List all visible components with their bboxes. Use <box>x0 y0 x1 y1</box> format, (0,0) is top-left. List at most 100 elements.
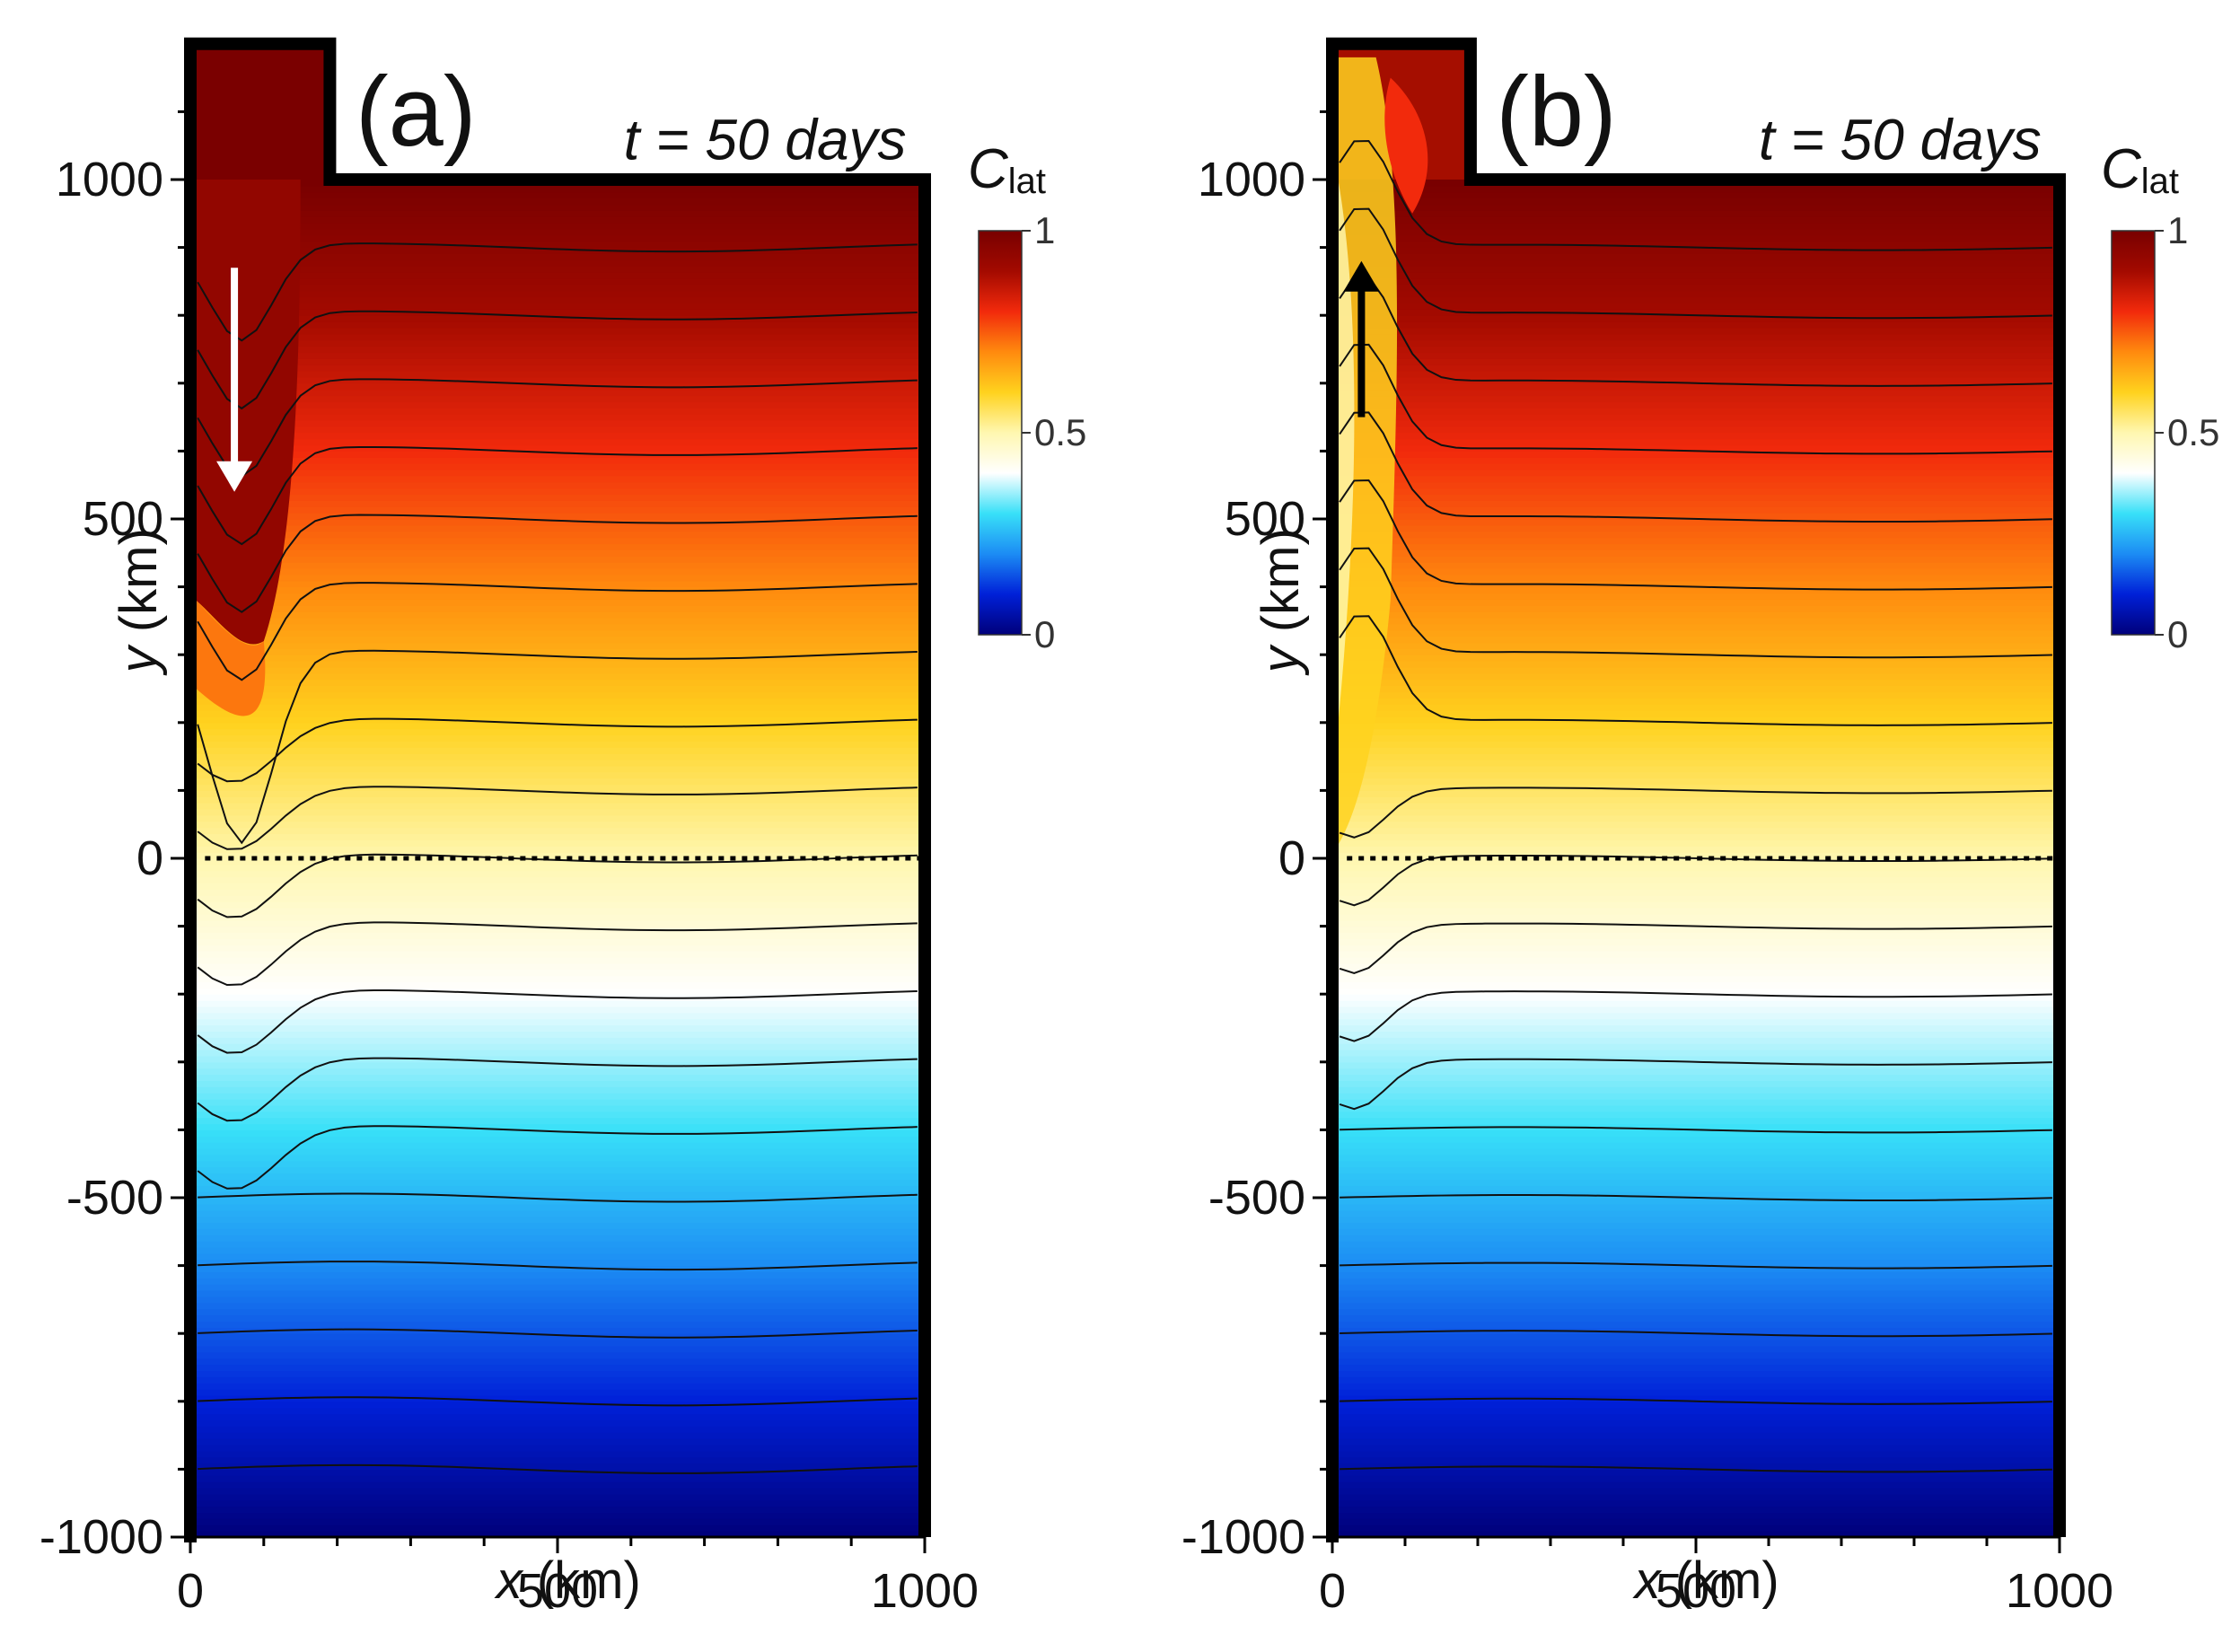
field-band <box>1332 1111 2060 1119</box>
field-band <box>190 629 925 637</box>
field-band <box>1332 513 2060 520</box>
field-band <box>1332 1123 2060 1130</box>
field-band <box>1332 846 2060 853</box>
field-band <box>1332 672 2060 681</box>
panel-label: (b) <box>1496 57 1616 167</box>
field-band <box>1332 1413 2060 1421</box>
field-band <box>1332 315 2060 322</box>
x-tick-label: 500 <box>517 1564 598 1618</box>
field-band <box>1332 969 2060 977</box>
colorbar-tick-label: 0 <box>2167 613 2188 655</box>
colorbar-tick-label: 0.5 <box>1034 411 1086 453</box>
field-band <box>190 642 925 649</box>
field-band <box>190 1222 925 1229</box>
field-band <box>1332 1271 2060 1279</box>
field-band <box>1332 1086 2060 1094</box>
field-band <box>190 1006 925 1014</box>
colorbar <box>978 230 1023 636</box>
field-band <box>190 599 925 606</box>
field-band <box>1332 543 2060 550</box>
field-band <box>1332 420 2060 427</box>
field-band <box>190 747 925 754</box>
field-band <box>1332 821 2060 829</box>
field-band <box>1332 593 2060 600</box>
field-band <box>1332 1235 2060 1242</box>
field-band <box>190 1438 925 1446</box>
contour-line <box>197 786 918 850</box>
colorbar-var: C <box>968 138 1009 200</box>
x-axis-title: x (km) <box>1632 1551 1779 1610</box>
x-tick-label: 1000 <box>871 1564 979 1618</box>
field-band <box>1332 1018 2060 1026</box>
field-band <box>1332 1284 2060 1291</box>
field-band <box>190 969 925 977</box>
field-band <box>1332 895 2060 902</box>
contour-line <box>1339 479 2052 591</box>
y-tick-label: 0 <box>1278 831 1305 885</box>
field-band <box>1332 784 2060 791</box>
field-band <box>190 1376 925 1384</box>
field-band <box>190 1314 925 1322</box>
field-band <box>1332 839 2060 847</box>
field-band <box>190 556 925 563</box>
field-band <box>190 531 925 539</box>
field-band <box>190 765 925 773</box>
field-band <box>190 932 925 939</box>
time-label: t = 50 days <box>624 107 907 171</box>
field-band <box>190 1179 925 1186</box>
field-band <box>190 519 925 526</box>
field-band <box>1332 661 2060 668</box>
field-band <box>190 833 925 840</box>
field-band <box>190 1086 925 1094</box>
field-band <box>1332 883 2060 890</box>
field-band <box>190 266 925 273</box>
field-band <box>1332 1099 2060 1106</box>
field-band <box>1332 1191 2060 1199</box>
field-band <box>190 1340 925 1347</box>
field-band <box>190 296 925 304</box>
field-band <box>1332 1531 2060 1538</box>
field-band <box>1332 901 2060 909</box>
x-axis-unit: (km) <box>1661 1551 1779 1610</box>
contour-line <box>197 717 918 783</box>
field-band <box>1332 827 2060 835</box>
field-band <box>1332 803 2060 810</box>
field-band <box>190 1450 925 1458</box>
field-b <box>1332 43 2060 1538</box>
field-band <box>190 241 925 249</box>
field-band <box>190 938 925 945</box>
field-band <box>1332 223 2060 230</box>
domain-boundary <box>184 37 931 1542</box>
contour-line <box>197 582 918 681</box>
field-band <box>1332 1000 2060 1007</box>
field-band <box>1332 1198 2060 1205</box>
field-band <box>1332 1370 2060 1377</box>
field-band <box>1332 567 2060 576</box>
contour-line <box>1339 615 2052 726</box>
field-band <box>1332 1148 2060 1156</box>
field-band <box>1332 1166 2060 1174</box>
field-band <box>190 901 925 909</box>
field-band <box>1332 1302 2060 1310</box>
field-band <box>190 451 925 458</box>
field-band <box>190 796 925 804</box>
field-band <box>1332 463 2060 470</box>
field-band <box>1332 519 2060 526</box>
field-band <box>190 1351 925 1359</box>
field-band <box>190 617 925 625</box>
field-band <box>1332 185 2060 193</box>
field-band <box>190 1481 925 1489</box>
field-band <box>1332 691 2060 699</box>
field-band <box>1332 1252 2060 1261</box>
field-band <box>190 1037 925 1044</box>
y-tick-label: -1000 <box>1181 1510 1305 1564</box>
field-band <box>190 1525 925 1532</box>
field-band <box>190 1198 925 1205</box>
field-band <box>190 371 925 378</box>
field-band <box>1332 1050 2060 1057</box>
field-band <box>190 191 925 199</box>
y-axis-title: y (km) <box>110 528 168 676</box>
field-band <box>190 790 925 797</box>
field-band <box>1332 1006 2060 1014</box>
field-band <box>1332 1438 2060 1446</box>
